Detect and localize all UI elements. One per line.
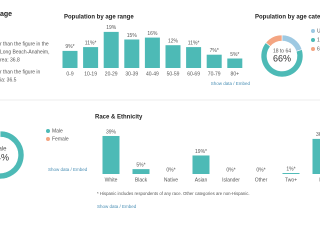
- value-label: 0%*: [256, 167, 265, 173]
- value-label: 1%*: [286, 166, 295, 172]
- show-data-link[interactable]: Show data / Embed: [48, 167, 88, 172]
- chart-title: Race & Ethnicity: [95, 115, 143, 121]
- show-data-link[interactable]: Show data / Embed: [211, 81, 251, 86]
- x-tick-label: 20-29: [105, 71, 118, 77]
- x-tick-label: White: [105, 177, 118, 183]
- legend-label: 6: [317, 46, 320, 52]
- center-label: 66%: [273, 53, 291, 63]
- bar: [227, 58, 243, 68]
- bar: [62, 50, 78, 68]
- bar: [312, 138, 320, 174]
- bar: [192, 155, 210, 174]
- legend-label: 18: [317, 37, 320, 43]
- bar: [103, 31, 119, 68]
- x-tick-label: 80+: [231, 71, 240, 77]
- sidebar-line: rea: 36.8: [0, 57, 20, 63]
- donut-slice: [0, 130, 25, 180]
- page: age r than the figure in the Long Beach-…: [0, 11, 320, 209]
- chart-title: Population by age range: [64, 15, 134, 21]
- sidebar-line: r than the figure in the: [0, 41, 49, 47]
- bar: [186, 47, 202, 68]
- legend-label: U: [317, 28, 320, 34]
- bar: [83, 47, 99, 68]
- show-data-link[interactable]: Show data / Embed: [97, 204, 137, 209]
- center-name: 18 to 64: [273, 48, 291, 54]
- value-label: 19%*: [195, 149, 207, 155]
- x-tick-label: 40-49: [146, 71, 159, 77]
- x-tick-label: 70-79: [208, 71, 221, 77]
- x-tick-label: 60-69: [187, 71, 200, 77]
- center-name: Male: [0, 147, 7, 153]
- bar: [144, 37, 160, 68]
- legend-label: Male: [52, 128, 63, 134]
- bar: [124, 39, 140, 68]
- value-label: 39%: [106, 129, 117, 135]
- legend-swatch: [46, 129, 50, 133]
- legend-swatch: [311, 47, 315, 51]
- donut-slice: [265, 34, 283, 47]
- bar: [206, 54, 222, 68]
- x-tick-label: Asian: [195, 177, 208, 183]
- legend-swatch: [311, 38, 315, 42]
- value-label: 11%*: [188, 40, 200, 46]
- footnote: * Hispanic includes respondents of any r…: [97, 191, 250, 196]
- sidebar-line: ia: 36.5: [0, 77, 17, 83]
- sidebar-line: r than the figure in: [0, 69, 41, 75]
- bar: [102, 135, 120, 174]
- center-label: 54%: [0, 152, 9, 162]
- x-tick-label: 50-59: [167, 71, 180, 77]
- sidebar-heading: age: [0, 11, 12, 18]
- bar: [132, 169, 150, 174]
- legend-swatch: [311, 29, 315, 33]
- value-label: 0%*: [166, 167, 175, 173]
- value-label: 15%: [127, 33, 138, 39]
- x-tick-label: Black: [135, 177, 148, 183]
- bar: [282, 173, 300, 174]
- legend-label: Female: [52, 136, 69, 142]
- x-tick-label: Two+: [285, 177, 297, 183]
- value-label: 0%*: [226, 167, 235, 173]
- x-tick-label: Islander: [222, 177, 240, 183]
- bar: [165, 45, 181, 68]
- value-label: 11%*: [85, 40, 97, 46]
- value-label: 5%*: [136, 162, 145, 168]
- value-label: 9%*: [65, 44, 74, 50]
- legend-swatch: [46, 137, 50, 141]
- value-label: 7%*: [210, 48, 219, 54]
- value-label: 16%: [147, 31, 158, 37]
- x-tick-label: 0-9: [66, 71, 73, 77]
- x-tick-label: 10-19: [84, 71, 97, 77]
- x-tick-label: Native: [164, 177, 178, 183]
- value-label: 5%*: [230, 52, 239, 58]
- value-label: 12%: [168, 39, 179, 45]
- chart-title: Population by age category: [255, 15, 320, 21]
- value-label: 36%: [316, 132, 320, 138]
- sidebar-line: Long Beach-Anaheim,: [0, 49, 49, 55]
- x-tick-label: Other: [255, 177, 268, 183]
- value-label: 19%: [106, 25, 117, 31]
- x-tick-label: 30-39: [125, 71, 138, 77]
